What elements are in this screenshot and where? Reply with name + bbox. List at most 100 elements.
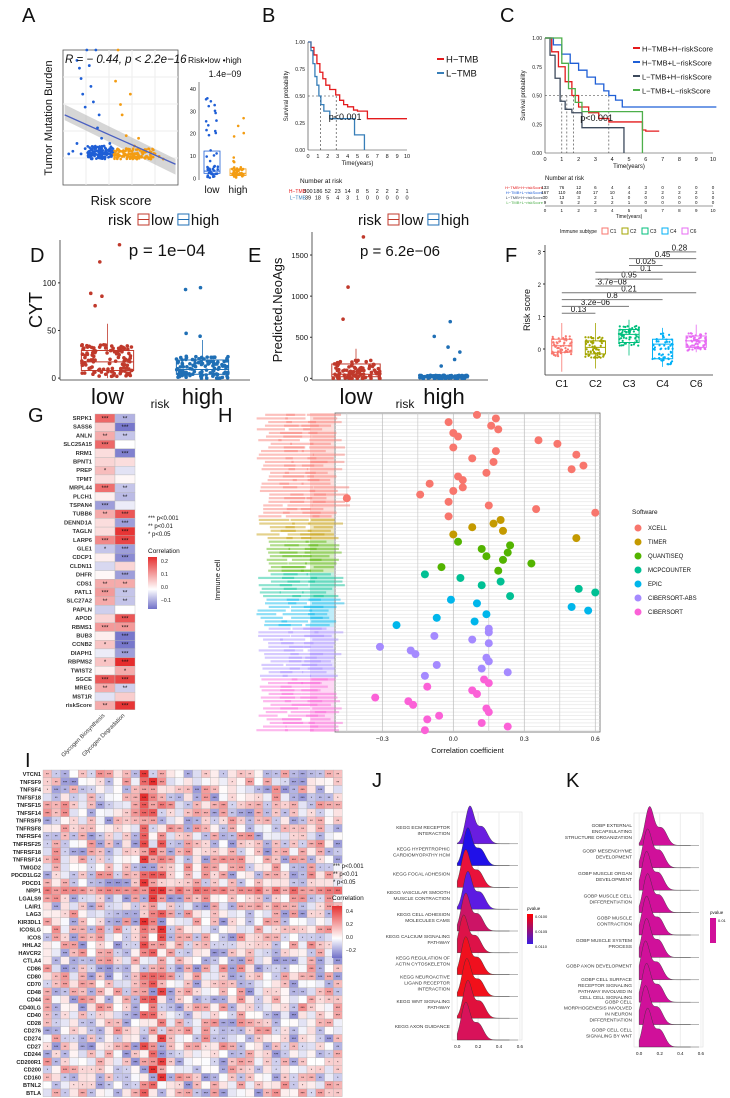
heatmap-cell bbox=[174, 769, 184, 778]
heatmap-cell bbox=[114, 439, 136, 450]
heatmap-cell bbox=[42, 1034, 52, 1043]
significance-stars: *** bbox=[116, 1045, 121, 1049]
y-tick-label: 10 bbox=[190, 154, 196, 160]
significance-stars: *** bbox=[151, 990, 156, 994]
risk-table-value: 2 bbox=[386, 189, 389, 195]
significance-stars: *** bbox=[336, 1014, 341, 1018]
cell-type-label bbox=[278, 439, 300, 442]
data-point-high bbox=[113, 152, 117, 156]
data-point-C6 bbox=[685, 339, 688, 342]
dot-XCELL bbox=[449, 443, 458, 452]
data-point-high bbox=[126, 147, 130, 151]
dot-XCELL bbox=[491, 414, 500, 423]
data-point-C2 bbox=[598, 353, 601, 356]
significance-stars: *** bbox=[169, 990, 174, 994]
data-point-C3 bbox=[617, 332, 621, 336]
cell-type-label bbox=[268, 642, 294, 645]
data-point-low bbox=[335, 360, 340, 365]
cell-type-label bbox=[270, 544, 299, 547]
cell-type-label bbox=[304, 685, 328, 688]
data-point-low bbox=[103, 372, 108, 377]
significance-stars: *** bbox=[336, 1053, 341, 1057]
cell-type-label bbox=[309, 652, 342, 656]
dot-CIBERSORT bbox=[409, 700, 418, 709]
significance-stars: ** bbox=[134, 773, 137, 777]
heatmap-cell bbox=[324, 1073, 334, 1082]
significance-stars: *** bbox=[116, 944, 121, 948]
cell-type-label bbox=[280, 671, 304, 674]
significance-stars: *** bbox=[257, 967, 262, 971]
significance-stars: *** bbox=[318, 819, 323, 823]
data-point-low bbox=[350, 362, 354, 367]
cell-type-label bbox=[266, 547, 291, 551]
cell-type-label bbox=[312, 500, 345, 503]
risk-table-row-label: L−TMB+H−riskScore bbox=[506, 195, 544, 200]
data-point-C2 bbox=[594, 352, 597, 355]
data-point-C3 bbox=[631, 327, 634, 330]
heatmap-cell bbox=[236, 1034, 246, 1043]
significance-stars: ** bbox=[125, 773, 128, 777]
significance-stars: *** bbox=[121, 625, 129, 631]
dot-QUANTISEQ bbox=[454, 537, 463, 546]
significance-stars: *** bbox=[72, 990, 77, 994]
cell-type-label bbox=[261, 587, 297, 590]
data-point-low bbox=[99, 370, 104, 374]
significance-stars: *** bbox=[121, 547, 129, 553]
significance-stars: *** bbox=[239, 936, 244, 940]
data-point-C1 bbox=[564, 337, 567, 340]
heatmap-cell bbox=[218, 839, 228, 848]
heatmap-cell bbox=[236, 824, 246, 833]
data-point-low bbox=[82, 371, 87, 375]
heatmap-cell bbox=[280, 987, 290, 996]
data-point-C4 bbox=[667, 346, 670, 350]
significance-stars: *** bbox=[239, 905, 244, 909]
heatmap-cell bbox=[94, 457, 116, 467]
heatmap-cell bbox=[148, 1018, 158, 1027]
heatmap-cell bbox=[166, 979, 176, 988]
risk-table-tick: 7 bbox=[661, 208, 664, 213]
data-point-C1 bbox=[564, 347, 567, 350]
significance-stars: *** bbox=[81, 1091, 86, 1095]
data-point-C3 bbox=[620, 344, 623, 347]
data-point-low bbox=[351, 373, 356, 377]
data-point-C1 bbox=[556, 350, 560, 353]
y-tick-label: 0.25 bbox=[532, 122, 542, 128]
cell-type-label bbox=[280, 707, 310, 710]
risk-table-value: 1 bbox=[405, 189, 408, 195]
significance-stars: *** bbox=[160, 1021, 165, 1025]
significance-stars: *** bbox=[98, 1084, 103, 1088]
heatmap-cell bbox=[210, 824, 220, 833]
data-point-low bbox=[91, 153, 94, 157]
risk-table-value: 1 bbox=[611, 195, 614, 200]
significance-stars: *** bbox=[142, 819, 147, 823]
heatmap-cell bbox=[315, 917, 325, 926]
dot-CIBERSORT-ABS bbox=[411, 650, 420, 659]
significance-stars: ** bbox=[81, 788, 84, 792]
data-point-C6 bbox=[691, 344, 694, 347]
significance-stars: *** bbox=[292, 858, 297, 862]
significance-stars: *** bbox=[45, 967, 50, 971]
heatmap-cell bbox=[289, 933, 299, 942]
heatmap-cell bbox=[122, 800, 132, 810]
cell-type-label bbox=[268, 500, 305, 503]
significance-stars: *** bbox=[133, 990, 138, 994]
significance-stars: *** bbox=[45, 889, 50, 893]
risk-table-value: 52 bbox=[325, 189, 331, 195]
significance-stars: ** bbox=[134, 788, 137, 792]
x-tick-label: 0 bbox=[306, 154, 309, 160]
data-point-low bbox=[94, 48, 98, 52]
significance-stars: *** bbox=[318, 827, 323, 831]
cell-type-label bbox=[269, 526, 295, 529]
y-tick-label: 30 bbox=[190, 109, 196, 115]
heatmap-cell bbox=[306, 1049, 316, 1059]
significance-stars: *** bbox=[89, 983, 94, 987]
significance-stars: *** bbox=[274, 936, 279, 940]
significance-stars: *** bbox=[239, 889, 244, 893]
x-tick-label-C4: C4 bbox=[656, 379, 669, 390]
significance-stars: *** bbox=[81, 983, 86, 987]
heatmap-cell bbox=[192, 1011, 202, 1020]
cell-type-label bbox=[301, 663, 333, 667]
comparison-p-value: 0.1 bbox=[640, 264, 652, 273]
data-point-low bbox=[93, 358, 97, 362]
cell-type-label bbox=[288, 562, 307, 565]
